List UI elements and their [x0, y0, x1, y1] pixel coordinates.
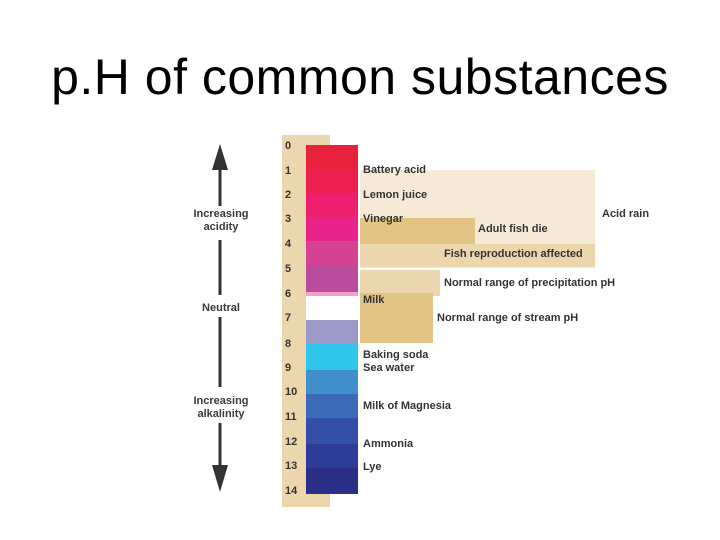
precipitation-range-label: Normal range of precipitation pH [444, 277, 616, 289]
stream-band [360, 293, 433, 343]
ph-number: 13 [285, 460, 298, 472]
ph-swatch-13 [306, 444, 358, 468]
ph-swatch-4 [306, 241, 358, 265]
acid-rain-label: Acid rain [602, 208, 650, 220]
increasing-acidity-label: Increasing acidity [193, 208, 249, 233]
page-title: p.H of common substances [51, 49, 669, 105]
vinegar-label: Vinegar [363, 213, 404, 225]
milk-of-magnesia-label: Milk of Magnesia [363, 400, 452, 412]
ph-swatch-6 [306, 292, 358, 296]
ph-number: 12 [285, 436, 298, 448]
precipitation-band [360, 270, 440, 296]
ph-swatch-9 [306, 344, 358, 370]
adult-fish-die-label: Adult fish die [478, 223, 548, 235]
ph-swatch-3 [306, 217, 358, 241]
ph-number: 0 [285, 140, 292, 152]
ph-number: 4 [285, 238, 292, 250]
ph-swatch-0 [306, 145, 358, 169]
ph-number: 11 [285, 411, 297, 423]
ph-number: 9 [285, 362, 292, 374]
fish-reproduction-band [360, 244, 595, 267]
ph-number: 10 [285, 386, 298, 398]
sea-water-label: Sea water [363, 362, 415, 374]
stream-range-label: Normal range of stream pH [437, 312, 579, 324]
adult-fish-die-band [360, 218, 475, 244]
ph-number: 2 [285, 189, 292, 201]
fish-reproduction-label: Fish reproduction affected [444, 248, 583, 260]
ammonia-label: Ammonia [363, 438, 414, 450]
ph-swatch-12 [306, 418, 358, 444]
acidity-arrow-icon [212, 144, 228, 492]
neutral-label: Neutral [202, 302, 240, 314]
ph-swatch-14 [306, 468, 358, 494]
milk-label: Milk [363, 294, 385, 306]
ph-swatch-5 [306, 265, 358, 292]
baking-soda-label: Baking soda [363, 349, 429, 361]
ph-number: 3 [285, 213, 292, 225]
ph-number: 7 [285, 312, 292, 324]
ph-number: 5 [285, 263, 292, 275]
ph-number: 8 [285, 338, 292, 350]
increasing-alkalinity-label: Increasing alkalinity [193, 395, 249, 420]
ph-number: 14 [285, 485, 298, 497]
ph-swatch-2 [306, 193, 358, 217]
battery-acid-label: Battery acid [363, 164, 426, 176]
ph-swatch-1 [306, 169, 358, 193]
ph-swatch-11 [306, 394, 358, 418]
ph-swatch-7 [306, 296, 358, 320]
lemon-juice-label: Lemon juice [363, 189, 428, 201]
ph-swatch-10 [306, 370, 358, 394]
ph-number: 1 [285, 165, 292, 177]
lye-label: Lye [363, 461, 382, 473]
ph-number: 6 [285, 288, 292, 300]
ph-swatch-8 [306, 320, 358, 344]
